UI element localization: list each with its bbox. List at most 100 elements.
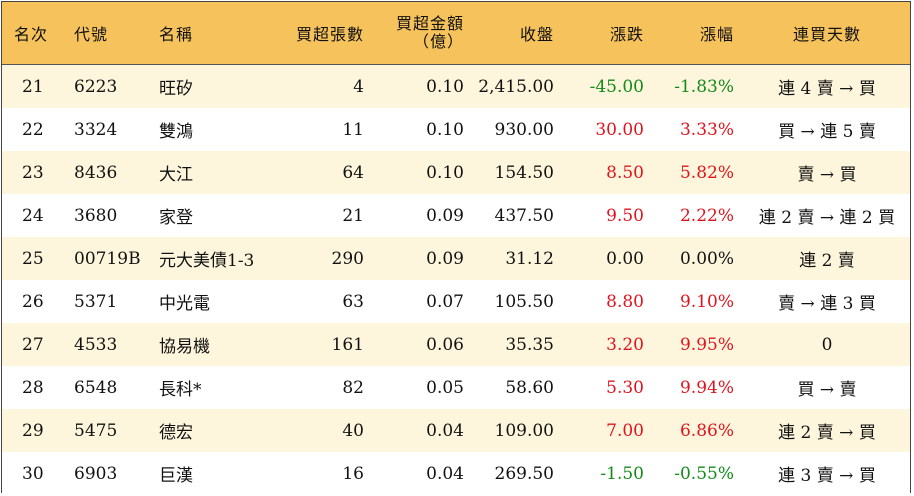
header-change-pct: 漲幅 <box>699 25 734 44</box>
header-streak: 連買天數 <box>792 25 861 44</box>
close-cell: 58.60 <box>505 377 554 398</box>
change-pct-cell: -0.55% <box>674 463 734 484</box>
streak-cell: 連 3 賣 → 買 <box>778 466 876 486</box>
header-net-amount-line1: 買超金額 <box>395 14 464 33</box>
net-amount-cell: 0.09 <box>426 248 464 269</box>
streak-cell: 連 2 賣 → 買 <box>778 423 876 443</box>
rank-cell: 28 <box>22 377 44 398</box>
close-cell: 109.00 <box>494 420 554 441</box>
net-lots-cell: 82 <box>342 377 364 398</box>
streak-cell: 賣 → 買 <box>797 165 857 185</box>
table-header: 名次 代號 名稱 買超張數 買超金額 （億） 收盤 漲跌 漲幅 連買天數 <box>2 2 910 65</box>
net-amount-cell: 0.10 <box>426 119 464 140</box>
streak-cell: 買 → 賣 <box>797 380 857 400</box>
close-cell: 35.35 <box>505 334 554 355</box>
rank-cell: 24 <box>22 205 44 226</box>
header-net-amount-line2: （億） <box>412 32 464 51</box>
net-amount-cell: 0.07 <box>426 291 464 312</box>
net-lots-cell: 11 <box>342 119 364 140</box>
table-row: 26 5371 中光電 63 0.07 105.50 8.80 9.10% 賣 → 連 3 買 <box>2 280 910 323</box>
change-cell: 0.00 <box>606 248 644 269</box>
net-lots-cell: 16 <box>342 463 364 484</box>
code-cell: 8436 <box>74 162 118 183</box>
table-row: 23 8436 大江 64 0.10 154.50 8.50 5.82% 賣 → 買 <box>2 151 910 194</box>
net-amount-cell: 0.10 <box>426 162 464 183</box>
close-cell: 437.50 <box>494 205 554 226</box>
streak-cell: 0 <box>821 334 833 355</box>
net-amount-cell: 0.04 <box>426 463 464 484</box>
table-row: 21 6223 旺矽 4 0.10 2,415.00 -45.00 -1.83% 連 4 賣 →… <box>2 65 910 108</box>
table-row: 25 00719B 元大美債1-3 290 0.09 31.12 0.00 0.00% 連 2 … <box>2 237 910 280</box>
net-lots-cell: 21 <box>342 205 364 226</box>
table-row: 29 5475 德宏 40 0.04 109.00 7.00 6.86% 連 2 賣 → 買 <box>2 409 910 452</box>
table-row: 30 6903 巨漢 16 0.04 269.50 -1.50 -0.55% 連 3 賣 → 買 <box>2 452 910 495</box>
name-cell: 家登 <box>159 208 193 228</box>
streak-cell: 連 2 賣 <box>799 251 855 271</box>
change-cell: 9.50 <box>606 205 644 226</box>
change-pct-cell: -1.83% <box>674 76 734 97</box>
net-amount-cell: 0.10 <box>426 76 464 97</box>
change-cell: 7.00 <box>606 420 644 441</box>
close-cell: 31.12 <box>505 248 554 269</box>
code-cell: 00719B <box>74 248 141 269</box>
header-name: 名稱 <box>159 25 194 44</box>
net-amount-cell: 0.04 <box>426 420 464 441</box>
rank-cell: 25 <box>22 248 44 269</box>
net-lots-cell: 40 <box>342 420 364 441</box>
name-cell: 旺矽 <box>159 79 193 99</box>
name-cell: 巨漢 <box>159 466 193 486</box>
header-net-amount: 買超金額 （億） <box>374 2 464 64</box>
change-pct-cell: 2.22% <box>679 205 734 226</box>
name-cell: 元大美債1-3 <box>159 251 255 271</box>
change-cell: -45.00 <box>589 76 644 97</box>
net-lots-cell: 4 <box>353 76 364 97</box>
rank-cell: 29 <box>22 420 44 441</box>
code-cell: 3680 <box>74 205 118 226</box>
net-lots-cell: 64 <box>342 162 364 183</box>
net-amount-cell: 0.05 <box>426 377 464 398</box>
net-lots-cell: 63 <box>342 291 364 312</box>
streak-cell: 連 2 賣 → 連 2 買 <box>758 208 896 228</box>
name-cell: 德宏 <box>159 423 193 443</box>
change-pct-cell: 9.94% <box>679 377 734 398</box>
rank-cell: 27 <box>22 334 44 355</box>
change-cell: -1.50 <box>600 463 644 484</box>
code-cell: 6548 <box>74 377 118 398</box>
change-cell: 3.20 <box>606 334 644 355</box>
name-cell: 協易機 <box>159 337 210 357</box>
net-lots-cell: 290 <box>331 248 364 269</box>
name-cell: 長科* <box>159 380 202 400</box>
header-net-lots: 買超張數 <box>295 25 364 44</box>
close-cell: 930.00 <box>494 119 554 140</box>
streak-cell: 賣 → 連 3 買 <box>778 294 876 314</box>
code-cell: 6903 <box>74 463 118 484</box>
close-cell: 154.50 <box>494 162 554 183</box>
change-cell: 8.50 <box>606 162 644 183</box>
rank-cell: 21 <box>22 76 44 97</box>
code-cell: 5475 <box>74 420 118 441</box>
rank-cell: 26 <box>22 291 44 312</box>
streak-cell: 連 4 賣 → 買 <box>778 79 876 99</box>
code-cell: 5371 <box>74 291 118 312</box>
name-cell: 雙鴻 <box>159 122 193 142</box>
change-pct-cell: 6.86% <box>679 420 734 441</box>
code-cell: 3324 <box>74 119 118 140</box>
rank-cell: 23 <box>22 162 44 183</box>
change-cell: 8.80 <box>606 291 644 312</box>
change-pct-cell: 9.95% <box>679 334 734 355</box>
change-cell: 5.30 <box>606 377 644 398</box>
code-cell: 4533 <box>74 334 118 355</box>
change-pct-cell: 3.33% <box>679 119 734 140</box>
header-code: 代號 <box>74 25 109 44</box>
change-pct-cell: 5.82% <box>679 162 734 183</box>
name-cell: 大江 <box>159 165 193 185</box>
rank-cell: 30 <box>22 463 44 484</box>
name-cell: 中光電 <box>159 294 210 314</box>
header-rank: 名次 <box>14 25 49 44</box>
change-pct-cell: 9.10% <box>679 291 734 312</box>
header-change: 漲跌 <box>609 25 644 44</box>
close-cell: 105.50 <box>494 291 554 312</box>
change-pct-cell: 0.00% <box>679 248 734 269</box>
net-lots-cell: 161 <box>331 334 364 355</box>
